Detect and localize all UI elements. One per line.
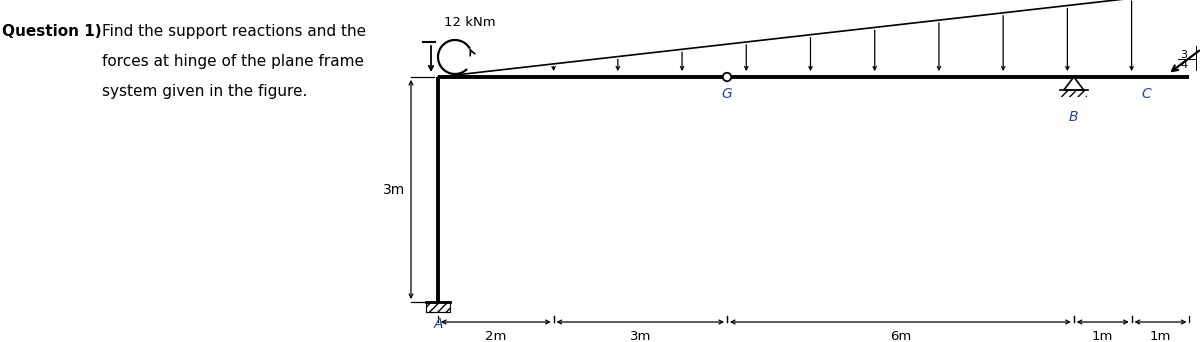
Text: 3: 3 xyxy=(1181,50,1187,60)
Text: forces at hinge of the plane frame: forces at hinge of the plane frame xyxy=(102,54,364,69)
Text: Question 1): Question 1) xyxy=(2,24,102,39)
Circle shape xyxy=(722,73,731,81)
Bar xyxy=(1061,90,1087,97)
Text: A: A xyxy=(433,317,443,331)
Text: 4: 4 xyxy=(1181,60,1187,70)
Text: 2m: 2m xyxy=(485,330,506,342)
Text: B: B xyxy=(1069,110,1079,124)
Text: G: G xyxy=(721,87,732,101)
Text: 1m: 1m xyxy=(1092,330,1114,342)
Bar xyxy=(426,302,450,312)
Text: 1m: 1m xyxy=(1150,330,1171,342)
Text: 12 kNm: 12 kNm xyxy=(444,16,496,29)
Text: 3m: 3m xyxy=(383,183,406,197)
Text: 3m: 3m xyxy=(630,330,650,342)
Text: 6m: 6m xyxy=(889,330,911,342)
Polygon shape xyxy=(1064,77,1084,90)
Text: Find the support reactions and the: Find the support reactions and the xyxy=(102,24,366,39)
Text: C: C xyxy=(1141,87,1151,101)
Text: system given in the figure.: system given in the figure. xyxy=(102,84,307,99)
